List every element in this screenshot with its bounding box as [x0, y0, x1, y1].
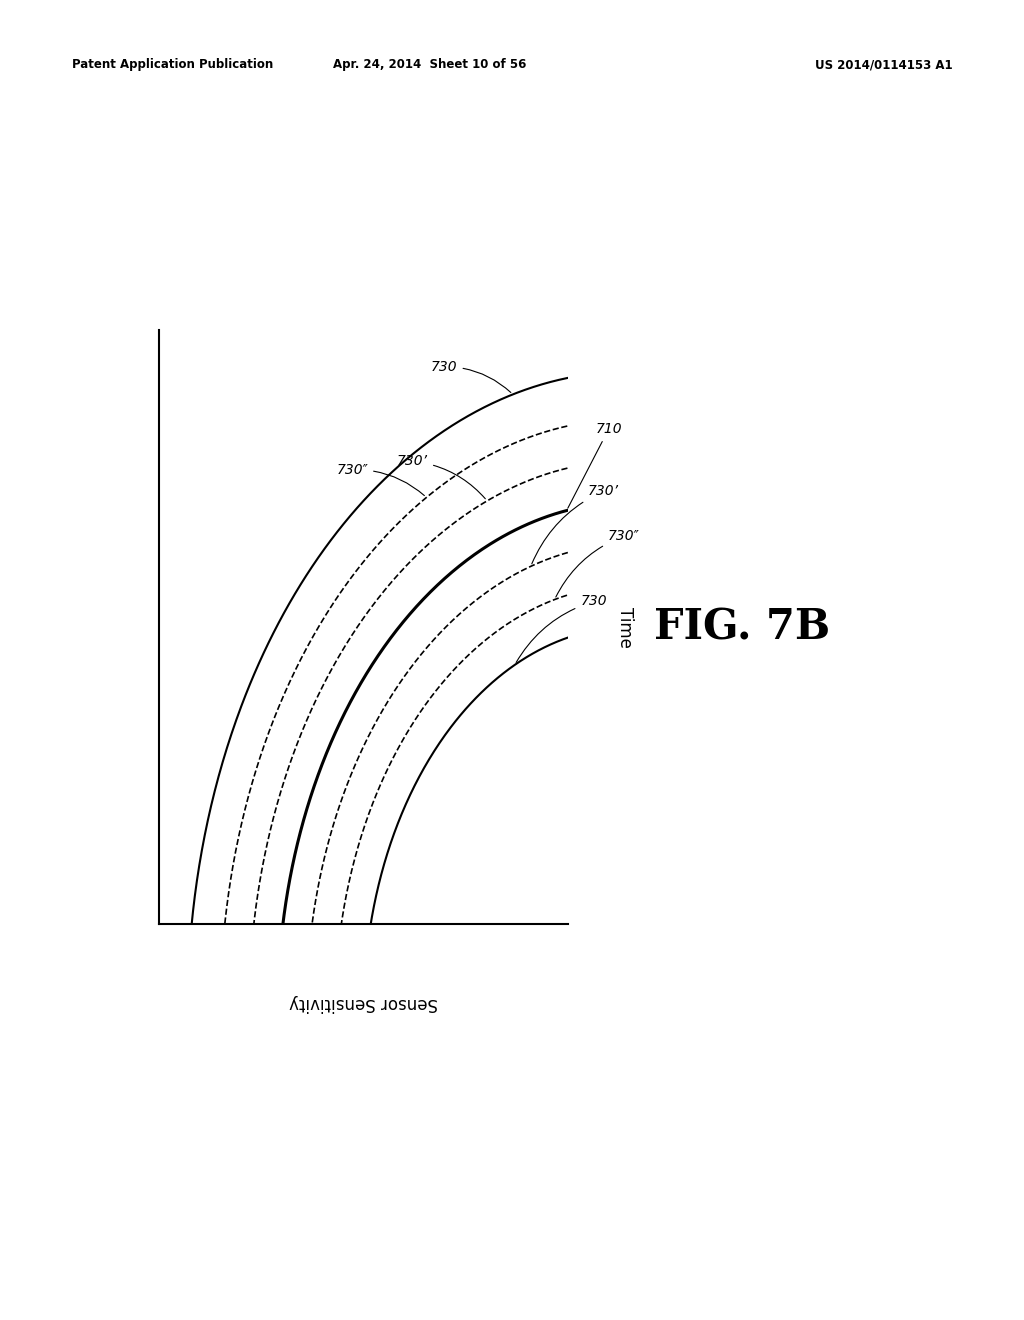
- Text: 710: 710: [568, 422, 622, 508]
- Text: Patent Application Publication: Patent Application Publication: [72, 58, 273, 71]
- Text: FIG. 7B: FIG. 7B: [654, 606, 830, 648]
- Text: Sensor Sensitivity: Sensor Sensitivity: [289, 994, 438, 1012]
- Text: 730: 730: [431, 359, 511, 392]
- Text: 730’: 730’: [397, 454, 485, 499]
- Text: Time: Time: [615, 607, 634, 647]
- Text: 730’: 730’: [531, 484, 620, 564]
- Text: 730″: 730″: [336, 463, 424, 495]
- Text: US 2014/0114153 A1: US 2014/0114153 A1: [815, 58, 952, 71]
- Text: 730: 730: [516, 594, 607, 663]
- Text: 730″: 730″: [556, 529, 640, 597]
- Text: Apr. 24, 2014  Sheet 10 of 56: Apr. 24, 2014 Sheet 10 of 56: [334, 58, 526, 71]
